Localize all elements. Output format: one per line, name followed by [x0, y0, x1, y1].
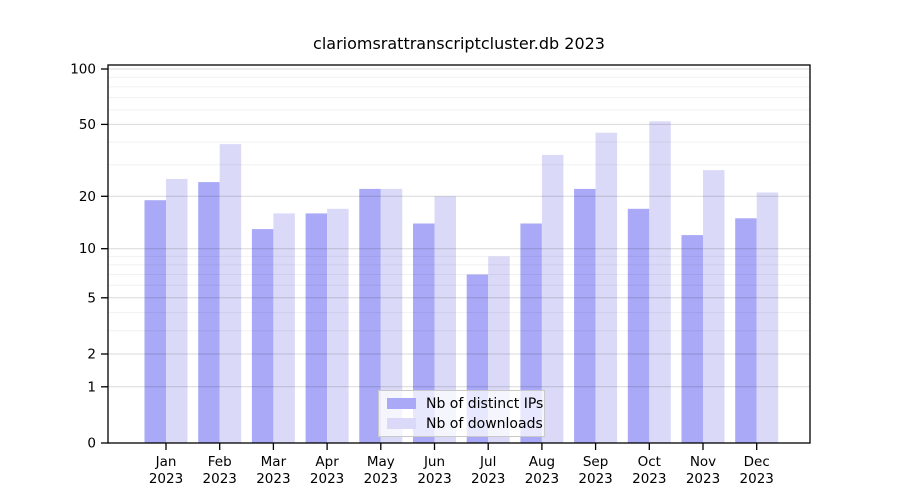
x-label-year-may: 2023 — [364, 471, 398, 487]
bar-jan-distinct-ips — [144, 200, 166, 443]
bar-nov-distinct-ips — [681, 235, 703, 443]
bar-feb-downloads — [219, 144, 242, 443]
x-label-month-apr: Apr — [315, 454, 339, 470]
x-label-month-jan: Jan — [155, 454, 177, 470]
x-label-year-feb: 2023 — [203, 471, 237, 487]
x-label-year-dec: 2023 — [740, 471, 774, 487]
bar-oct-distinct-ips — [627, 208, 650, 443]
legend-swatch-downloads — [387, 418, 416, 429]
legend-swatch-distinct-ips — [387, 398, 416, 409]
legend: Nb of distinct IPs Nb of downloads — [378, 390, 545, 437]
x-label-year-jun: 2023 — [417, 471, 451, 487]
bar-may-distinct-ips — [359, 188, 381, 443]
plot-frame — [107, 64, 811, 444]
x-label-year-apr: 2023 — [310, 471, 344, 487]
x-label-year-oct: 2023 — [632, 471, 666, 487]
x-label-month-mar: Mar — [261, 454, 287, 470]
bar-apr-downloads — [327, 208, 349, 443]
legend-label-downloads: Nb of downloads — [426, 415, 543, 432]
bar-feb-distinct-ips — [198, 182, 220, 443]
x-label-year-jan: 2023 — [149, 471, 183, 487]
x-label-year-sep: 2023 — [578, 471, 612, 487]
y-tick-label-50: 50 — [79, 117, 96, 133]
bar-apr-distinct-ips — [305, 213, 328, 443]
y-tick-label-100: 100 — [70, 62, 96, 78]
bar-mar-downloads — [273, 213, 295, 443]
y-tick-label-10: 10 — [79, 241, 96, 257]
x-label-month-jul: Jul — [479, 454, 496, 470]
x-label-month-feb: Feb — [208, 454, 232, 470]
bar-aug-downloads — [541, 154, 564, 443]
x-label-year-aug: 2023 — [525, 471, 559, 487]
x-label-month-jun: Jun — [423, 454, 445, 470]
gridlines — [108, 68, 810, 388]
x-label-year-nov: 2023 — [686, 471, 720, 487]
y-tick-label-1: 1 — [87, 379, 96, 395]
y-axis: 0 1 2 5 10 20 50 100 — [70, 62, 108, 452]
x-label-month-dec: Dec — [744, 454, 770, 470]
bar-sep-downloads — [595, 132, 618, 443]
y-tick-label-20: 20 — [79, 189, 96, 205]
y-tick-label-0: 0 — [87, 436, 96, 452]
bar-dec-downloads — [756, 192, 779, 443]
bar-aug-distinct-ips — [520, 223, 542, 443]
x-label-year-jul: 2023 — [471, 471, 505, 487]
bars — [144, 121, 779, 444]
bar-oct-downloads — [649, 121, 671, 444]
chart-title: clariomsrattranscriptcluster.db 2023 — [313, 34, 605, 53]
x-label-month-may: May — [367, 454, 395, 470]
bar-jan-downloads — [166, 179, 188, 443]
y-tick-label-5: 5 — [87, 290, 96, 306]
x-label-month-sep: Sep — [583, 454, 608, 470]
bar-jun-downloads — [434, 196, 456, 443]
x-label-month-oct: Oct — [638, 454, 661, 470]
x-label-month-nov: Nov — [690, 454, 716, 470]
legend-row-distinct-ips: Nb of distinct IPs — [379, 395, 544, 412]
bar-mar-distinct-ips — [251, 229, 274, 443]
legend-row-downloads: Nb of downloads — [379, 415, 544, 432]
x-label-year-mar: 2023 — [256, 471, 290, 487]
x-label-month-aug: Aug — [529, 454, 555, 470]
bar-jun-distinct-ips — [413, 223, 435, 443]
legend-label-distinct-ips: Nb of distinct IPs — [426, 395, 544, 412]
bar-may-downloads — [380, 188, 403, 443]
y-tick-label-2: 2 — [87, 347, 96, 363]
bar-nov-downloads — [703, 170, 725, 443]
bar-sep-distinct-ips — [574, 188, 596, 443]
x-axis: Jan2023Feb2023Mar2023Apr2023May2023Jun20… — [149, 443, 774, 487]
bar-dec-distinct-ips — [735, 218, 757, 443]
